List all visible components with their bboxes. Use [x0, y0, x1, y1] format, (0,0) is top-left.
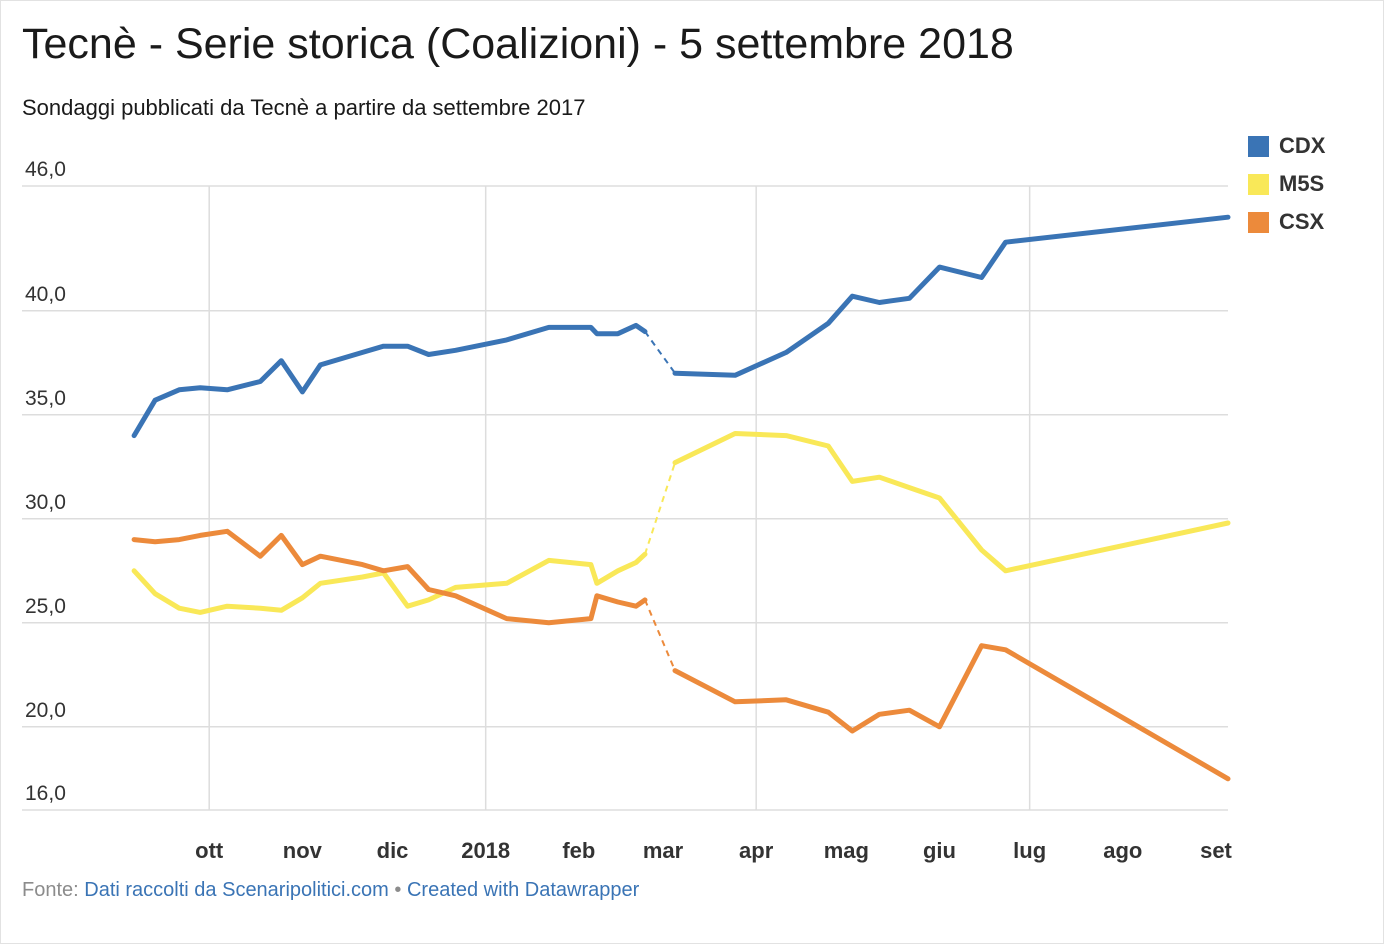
series-gap-cdx [644, 331, 676, 374]
y-tick-label: 35,0 [25, 387, 66, 410]
y-tick-label: 16,0 [25, 782, 66, 805]
series-gap-m5s [644, 462, 676, 555]
x-tick-label: 2018 [461, 838, 510, 863]
series-line-m5s [131, 551, 648, 615]
y-tick-label: 46,0 [25, 158, 66, 181]
series-line-cdx [672, 214, 1231, 378]
x-tick-label: mag [824, 838, 869, 863]
x-tick-label: mar [643, 838, 684, 863]
source-prefix: Fonte: [22, 879, 79, 901]
legend-item-csx: CSX [1248, 203, 1325, 241]
x-tick-label: ott [195, 838, 224, 863]
y-tick-label: 40,0 [25, 283, 66, 306]
legend-swatch-cdx [1248, 135, 1269, 157]
legend: CDX M5S CSX [1248, 127, 1325, 241]
x-tick-label: lug [1013, 838, 1046, 863]
chart-title: Tecnè - Serie storica (Coalizioni) - 5 s… [22, 20, 1014, 68]
x-tick-label: ago [1103, 838, 1142, 863]
credit-link[interactable]: Created with Datawrapper [406, 879, 640, 901]
series-line-cdx [131, 322, 648, 439]
legend-label-csx: CSX [1279, 209, 1325, 234]
x-tick-label: set [1200, 838, 1232, 863]
series-line-csx [131, 528, 648, 626]
legend-item-m5s: M5S [1248, 165, 1325, 203]
source-link[interactable]: Dati raccolti da Scenaripolitici.com [84, 879, 389, 901]
y-tick-label: 20,0 [25, 699, 66, 722]
x-tick-label: nov [283, 838, 323, 863]
y-tick-label: 25,0 [25, 595, 66, 618]
y-tick-label: 30,0 [25, 491, 66, 514]
series-line-m5s [672, 431, 1231, 574]
legend-swatch-m5s [1248, 173, 1269, 195]
series-line-csx [672, 643, 1231, 782]
x-tick-label: apr [739, 838, 774, 863]
x-tick-label: feb [562, 838, 595, 863]
footer: Fonte: Dati raccolti da Scenaripolitici.… [22, 879, 639, 902]
legend-item-cdx: CDX [1248, 127, 1325, 165]
footer-separator: • [394, 879, 402, 901]
legend-label-cdx: CDX [1279, 133, 1326, 158]
legend-swatch-csx [1248, 211, 1269, 233]
x-tick-label: dic [377, 838, 409, 863]
chart-subtitle: Sondaggi pubblicati da Tecnè a partire d… [22, 95, 586, 120]
x-tick-label: giu [923, 838, 956, 863]
legend-label-m5s: M5S [1279, 171, 1325, 196]
series-gap-csx [644, 599, 676, 672]
